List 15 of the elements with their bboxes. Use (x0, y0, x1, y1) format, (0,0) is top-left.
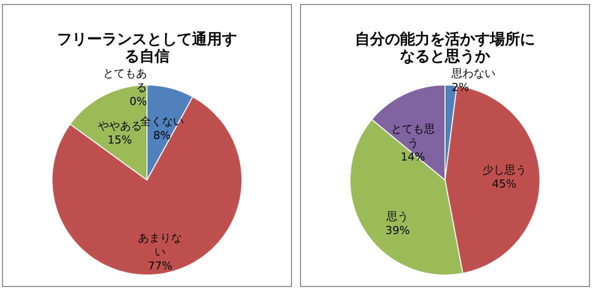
slice-label: 思う (386, 210, 409, 223)
slice-label: ややある (98, 120, 142, 133)
data-label: 8% (153, 128, 171, 142)
data-label: 15% (108, 134, 132, 147)
chart-title: 自分の能力を活かす場所になると思うか (355, 30, 535, 66)
slice-label: あまりない (138, 232, 182, 259)
data-label: 2% (452, 81, 470, 94)
text: 0% (130, 95, 147, 108)
data-label: 77% (148, 260, 172, 273)
data-label: 39% (385, 224, 410, 237)
slice-label: 少し思う (482, 164, 526, 177)
chart-title: フリーランスとして通用する自信 (57, 30, 237, 65)
data-label: 45% (492, 178, 516, 191)
slice-label: とても思う (390, 122, 435, 150)
slice-label: 思わない (450, 67, 496, 80)
